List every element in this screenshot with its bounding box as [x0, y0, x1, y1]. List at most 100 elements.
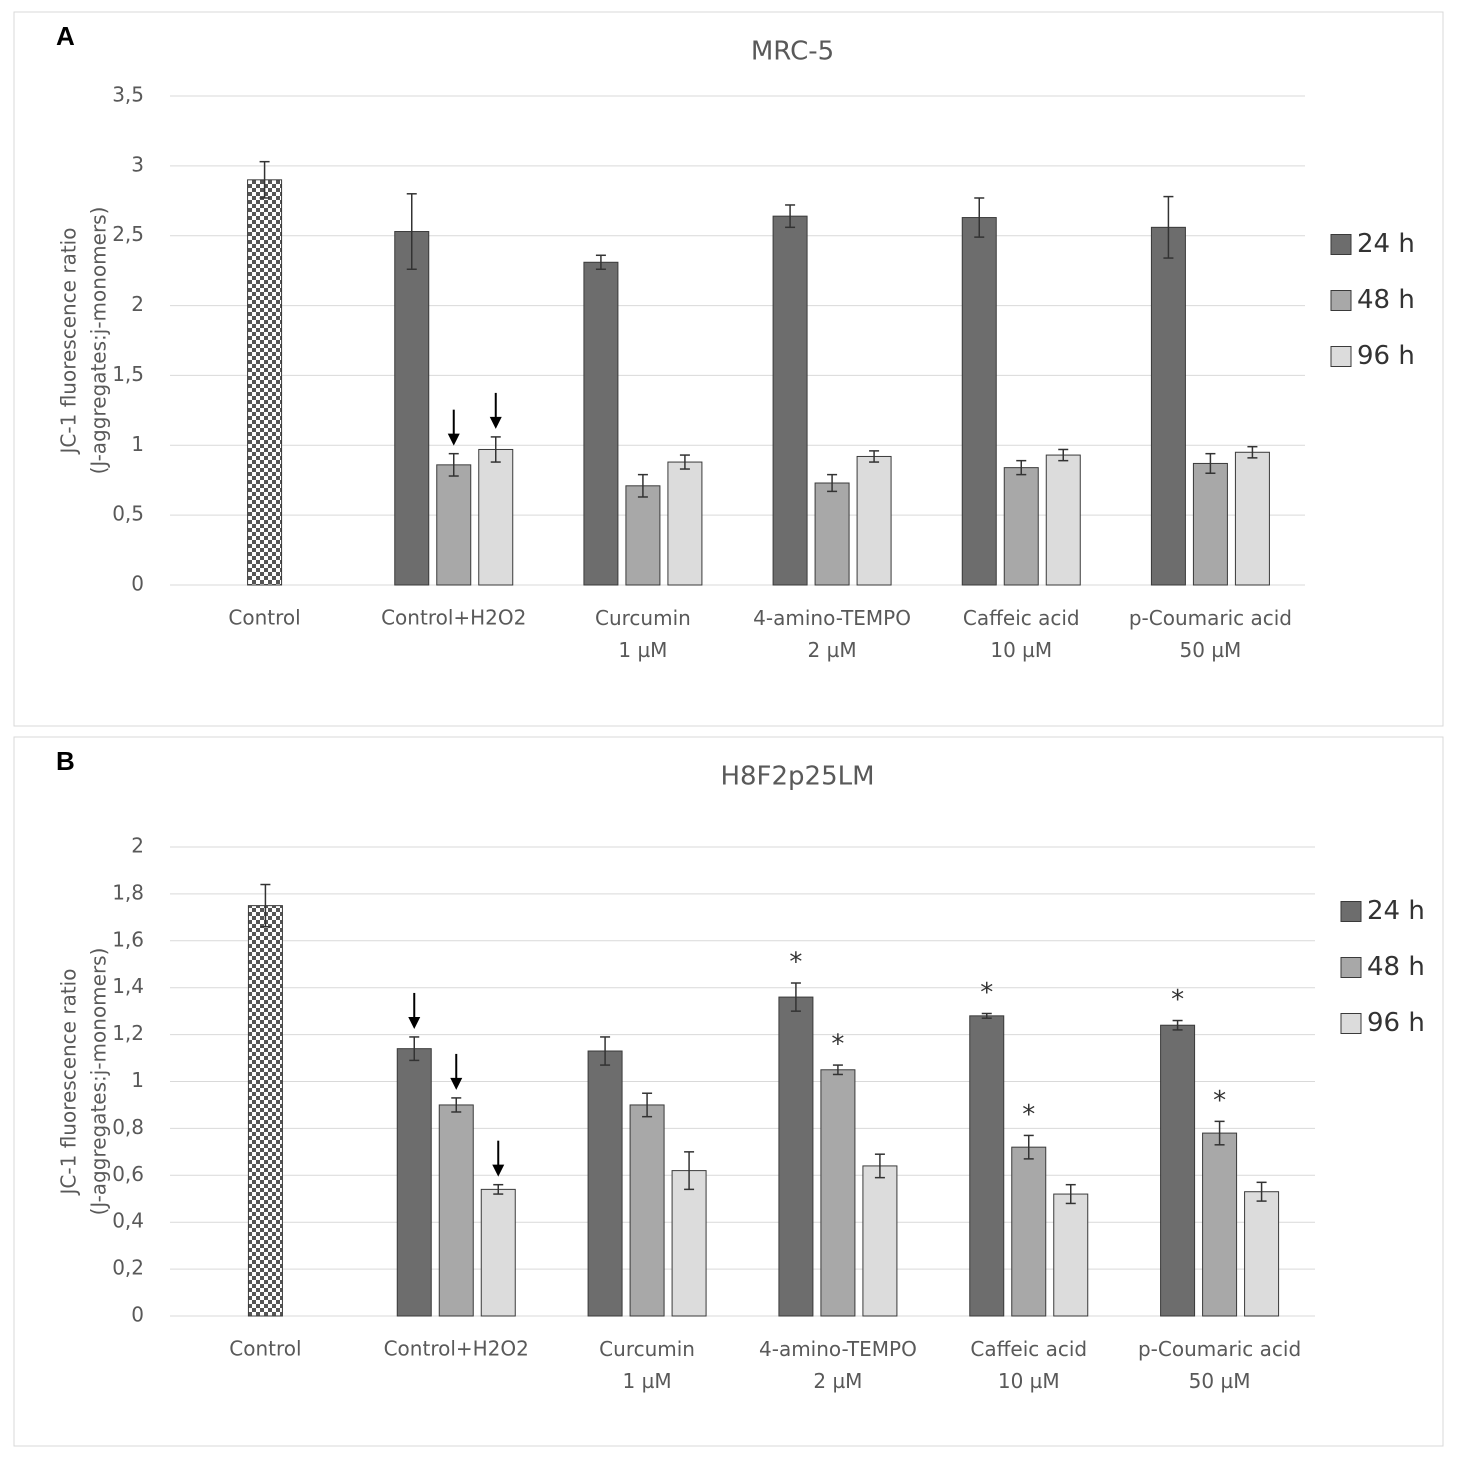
- bar: [394, 231, 430, 586]
- bar: [1160, 1024, 1196, 1317]
- legend-label: 24 h: [1367, 896, 1425, 926]
- legend-swatch: [1330, 346, 1352, 367]
- arrow-head: [450, 1077, 463, 1090]
- bar: [629, 1104, 665, 1317]
- x-tick-label: p-Coumaric acid 50 µM: [1129, 606, 1292, 662]
- x-tick-label: Caffeic acid 10 µM: [970, 1337, 1087, 1393]
- y-axis-title: (J-aggregates:j-monomers): [87, 948, 111, 1216]
- error-bar: [451, 1097, 462, 1113]
- x-tick-label: 4-amino-TEMPO 2 µM: [759, 1337, 917, 1393]
- chart-title: MRC-5: [751, 37, 834, 67]
- y-tick-label: 0: [131, 572, 144, 596]
- panel-label: B: [56, 746, 75, 776]
- y-axis-title: (J-aggregates:j-monomers): [87, 207, 111, 475]
- error-bar: [832, 1064, 843, 1076]
- y-tick-label: 0,2: [112, 1256, 144, 1280]
- bar: [1045, 454, 1081, 586]
- bar: [247, 179, 283, 586]
- arrow-head: [492, 1164, 505, 1177]
- bar: [671, 1170, 707, 1317]
- error-bar: [1214, 1120, 1225, 1146]
- y-tick-label: 1: [131, 1068, 144, 1092]
- legend-swatch: [1340, 957, 1362, 978]
- bar: [1202, 1132, 1238, 1317]
- bar: [1234, 451, 1270, 586]
- chart-title: H8F2p25LM: [720, 762, 874, 792]
- error-bar: [595, 254, 606, 270]
- legend-swatch: [1330, 234, 1352, 255]
- bar: [814, 482, 850, 586]
- error-bar: [409, 1036, 420, 1062]
- legend-swatch: [1340, 1013, 1362, 1034]
- panel-frame: [13, 736, 1444, 1447]
- y-tick-label: 0,5: [112, 502, 144, 526]
- y-tick-label: 1,5: [112, 362, 144, 386]
- annotation: *: [831, 1030, 844, 1060]
- y-tick-label: 0,6: [112, 1162, 144, 1186]
- y-tick-label: 2,5: [112, 222, 144, 246]
- bar: [1244, 1191, 1280, 1317]
- bar: [1011, 1146, 1047, 1317]
- bar: [478, 448, 514, 586]
- bar: [436, 464, 472, 586]
- bar: [772, 215, 808, 586]
- error-bar: [874, 1153, 885, 1179]
- y-tick-label: 1,8: [112, 880, 144, 904]
- panel-frame: [13, 11, 1444, 727]
- error-bar: [1016, 459, 1027, 476]
- y-tick-label: 2: [131, 834, 144, 858]
- error-bar: [1247, 445, 1258, 459]
- arrow-head: [408, 1016, 421, 1029]
- error-bar: [637, 473, 648, 498]
- legend-swatch: [1340, 901, 1362, 922]
- legend-label: 96 h: [1357, 341, 1415, 371]
- error-bar: [827, 473, 838, 493]
- error-bar: [1256, 1181, 1267, 1202]
- legend-label: 24 h: [1357, 229, 1415, 259]
- error-bar: [974, 197, 985, 238]
- error-bar: [490, 436, 501, 463]
- bar: [862, 1165, 898, 1317]
- legend-label: 48 h: [1357, 285, 1415, 315]
- arrow: [450, 1053, 463, 1090]
- arrow: [408, 992, 421, 1029]
- legend-swatch: [1330, 290, 1352, 311]
- y-axis-title: JC-1 fluorescence ratio: [57, 228, 81, 456]
- annotation: *: [1022, 1100, 1035, 1130]
- x-tick-label: Control: [229, 1337, 301, 1361]
- x-tick-label: Control+H2O2: [381, 606, 526, 630]
- y-axis-title: JC-1 fluorescence ratio: [57, 969, 81, 1197]
- y-tick-label: 3: [131, 152, 144, 176]
- x-tick-label: Curcumin 1 µM: [595, 606, 691, 662]
- bar: [625, 485, 661, 586]
- bar: [587, 1050, 623, 1317]
- bar: [480, 1188, 516, 1317]
- bar: [778, 996, 814, 1317]
- annotation: *: [1213, 1086, 1226, 1116]
- y-tick-label: 1,6: [112, 927, 144, 951]
- error-bar: [679, 454, 690, 470]
- bar: [1053, 1193, 1089, 1317]
- bar: [856, 455, 892, 586]
- error-bar: [1205, 452, 1216, 474]
- bar: [820, 1069, 856, 1317]
- bar: [583, 261, 619, 586]
- y-tick-label: 0,8: [112, 1115, 144, 1139]
- error-bar: [260, 883, 271, 928]
- error-bar: [1058, 448, 1069, 462]
- annotation: *: [980, 978, 993, 1008]
- error-bar: [406, 193, 417, 270]
- x-tick-label: Control+H2O2: [384, 1337, 529, 1361]
- arrow-head: [447, 433, 460, 446]
- x-tick-label: 4-amino-TEMPO 2 µM: [753, 606, 911, 662]
- x-tick-label: Curcumin 1 µM: [599, 1337, 695, 1393]
- bar: [1003, 467, 1039, 586]
- x-tick-label: Control: [228, 606, 300, 630]
- bar: [247, 905, 283, 1317]
- legend-label: 96 h: [1367, 1008, 1425, 1038]
- x-tick-label: Caffeic acid 10 µM: [963, 606, 1080, 662]
- annotation: *: [789, 948, 802, 978]
- error-bar: [259, 160, 270, 199]
- y-tick-label: 0,4: [112, 1209, 144, 1233]
